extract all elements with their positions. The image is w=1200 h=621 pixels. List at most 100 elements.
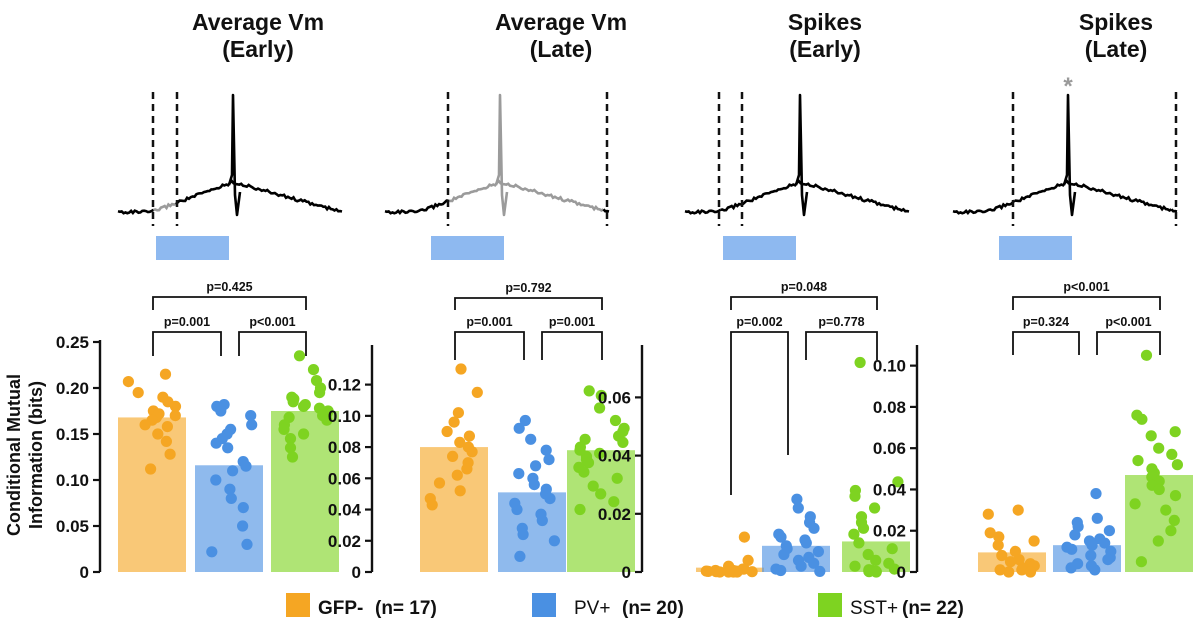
significance-bracket bbox=[1012, 296, 1161, 310]
trace-inset: * bbox=[952, 73, 1178, 260]
panel-title-line1: Average Vm bbox=[495, 9, 627, 35]
y-tick-label: 0.04 bbox=[873, 480, 907, 499]
data-point-pv bbox=[536, 514, 548, 527]
y-tick-label: 0.02 bbox=[873, 522, 906, 541]
y-tick-label: 0 bbox=[897, 563, 906, 582]
data-point-pv bbox=[795, 560, 807, 572]
trace-segment bbox=[1014, 179, 1173, 213]
data-point-gfp bbox=[466, 446, 478, 458]
trace-segment bbox=[175, 179, 343, 213]
data-point-sst bbox=[284, 442, 297, 454]
data-point-pv bbox=[1102, 554, 1114, 566]
data-point-gfp bbox=[164, 448, 176, 460]
data-point-pv bbox=[225, 492, 237, 504]
y-tick-label: 0.08 bbox=[873, 398, 906, 417]
data-point-pv bbox=[1065, 562, 1077, 574]
panel-4: Spikes(Late) * 0 0.02 0.04 0.06 0.08 0.10 p=0.32… bbox=[873, 9, 1193, 582]
data-point-pv bbox=[513, 422, 525, 434]
data-point-sst bbox=[594, 447, 606, 459]
p-value-label: p=0.048 bbox=[781, 280, 827, 294]
data-point-gfp bbox=[731, 566, 743, 578]
y-tick-label: 0.25 bbox=[56, 333, 89, 352]
significance-star: * bbox=[1063, 73, 1073, 100]
data-point-gfp bbox=[169, 400, 182, 412]
y-tick-label: 0 bbox=[622, 563, 631, 582]
data-point-sst bbox=[854, 356, 866, 369]
data-point-gfp bbox=[702, 565, 714, 578]
data-point-pv bbox=[237, 502, 249, 514]
y-tick-label: 0.15 bbox=[56, 425, 89, 444]
y-tick-label: 0.04 bbox=[328, 501, 362, 520]
trace-segment bbox=[384, 199, 449, 216]
data-point-sst bbox=[1132, 455, 1144, 467]
action-potential-spike bbox=[494, 93, 509, 217]
data-point-pv bbox=[519, 414, 531, 427]
significance-bracket bbox=[1096, 331, 1161, 355]
data-point-sst bbox=[278, 423, 290, 435]
data-point-sst bbox=[307, 364, 320, 376]
data-point-gfp bbox=[159, 368, 172, 380]
trace-segment bbox=[117, 208, 155, 216]
trace-segment bbox=[684, 208, 722, 216]
data-point-pv bbox=[548, 535, 561, 547]
data-point-pv bbox=[1103, 525, 1115, 537]
data-point-pv bbox=[792, 502, 804, 514]
data-point-gfp bbox=[714, 566, 726, 578]
y-tick-label: 0.04 bbox=[598, 447, 632, 466]
p-value-label: p=0.778 bbox=[818, 315, 864, 329]
data-point-gfp bbox=[132, 387, 144, 399]
data-point-gfp bbox=[160, 435, 172, 447]
data-point-gfp bbox=[994, 564, 1006, 576]
y-tick-label: 0.12 bbox=[328, 376, 361, 395]
data-point-gfp bbox=[1016, 564, 1028, 576]
data-point-sst bbox=[314, 387, 326, 399]
panel-title-line1: Average Vm bbox=[192, 9, 324, 35]
p-value-label: p=0.001 bbox=[549, 315, 595, 329]
p-value-label: p<0.001 bbox=[1105, 315, 1151, 329]
data-point-gfp bbox=[722, 566, 735, 578]
legend-n-gfp: (n= 17) bbox=[375, 598, 437, 619]
panel-title-line2: (Early) bbox=[789, 36, 861, 62]
panel-title-line1: Spikes bbox=[788, 9, 862, 35]
trace-segment bbox=[952, 199, 1016, 216]
data-point-sst bbox=[298, 400, 310, 412]
data-point-pv bbox=[227, 465, 239, 477]
data-point-sst bbox=[594, 402, 606, 414]
p-value-label: p=0.001 bbox=[164, 315, 210, 329]
data-point-gfp bbox=[447, 450, 459, 462]
data-point-pv bbox=[514, 550, 526, 563]
significance-bracket bbox=[730, 296, 878, 310]
significance-bracket bbox=[152, 331, 222, 356]
data-point-pv bbox=[530, 460, 542, 472]
data-point-gfp bbox=[139, 419, 151, 431]
data-point-gfp bbox=[169, 410, 181, 422]
data-point-sst bbox=[284, 433, 297, 445]
y-tick-label: 0.05 bbox=[56, 517, 89, 536]
action-potential-spike bbox=[227, 93, 242, 217]
p-value-label: p<0.001 bbox=[249, 315, 295, 329]
data-point-gfp bbox=[454, 485, 466, 497]
data-point-pv bbox=[778, 548, 790, 561]
data-point-sst bbox=[1129, 498, 1141, 510]
data-point-pv bbox=[245, 410, 257, 422]
data-point-sst bbox=[574, 503, 586, 516]
significance-bracket bbox=[454, 297, 603, 310]
panel-title-line1: Spikes bbox=[1079, 9, 1153, 35]
data-point-pv bbox=[544, 493, 556, 505]
data-point-pv bbox=[1069, 529, 1081, 541]
data-point-sst bbox=[886, 543, 898, 555]
y-tick-label: 0 bbox=[80, 563, 89, 582]
bar-gfp bbox=[118, 417, 186, 572]
stimulus-bar bbox=[999, 236, 1072, 260]
data-point-sst bbox=[849, 490, 861, 502]
trace-inset bbox=[684, 92, 910, 260]
data-point-gfp bbox=[996, 549, 1008, 562]
y-tick-label: 0 bbox=[352, 563, 361, 582]
data-point-sst bbox=[857, 522, 870, 534]
y-axis-label-line1: Conditional Mutual bbox=[4, 374, 24, 536]
data-point-pv bbox=[210, 474, 222, 486]
significance-bracket bbox=[238, 331, 307, 356]
data-point-pv bbox=[210, 437, 222, 449]
data-point-sst bbox=[595, 389, 607, 402]
